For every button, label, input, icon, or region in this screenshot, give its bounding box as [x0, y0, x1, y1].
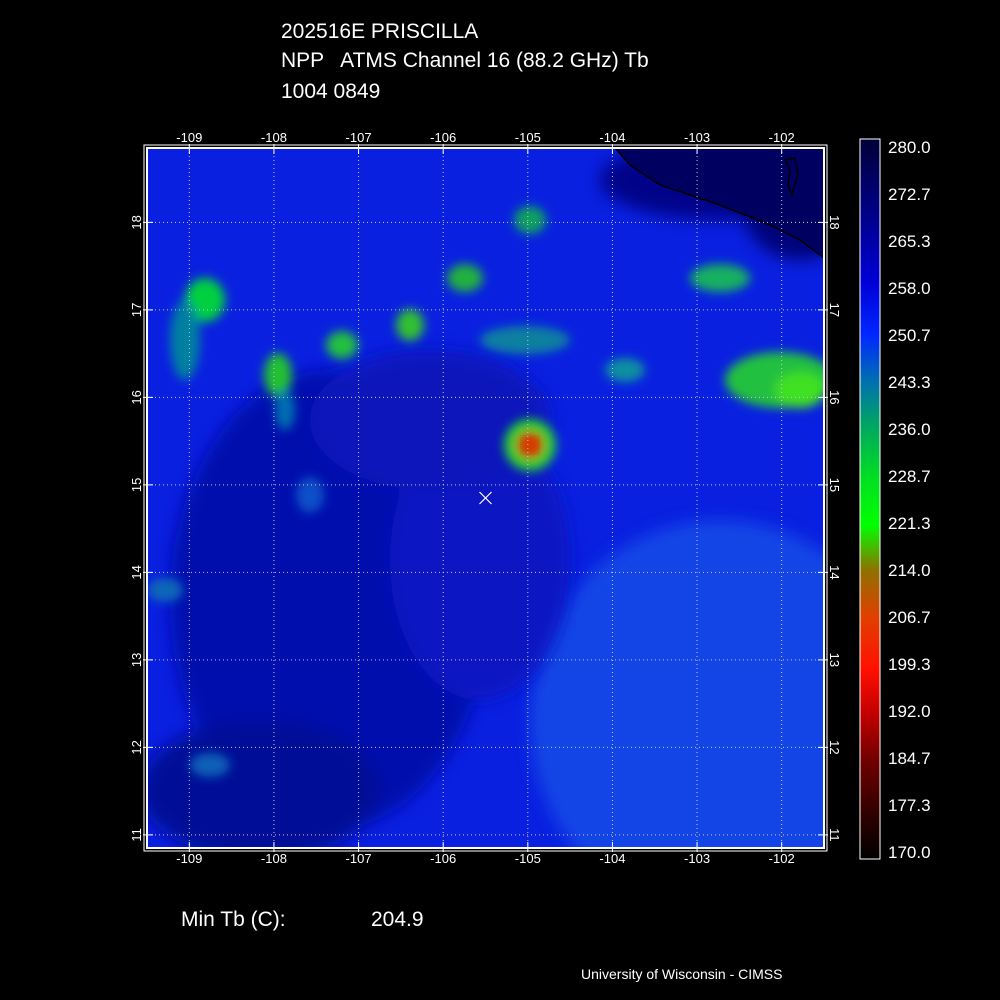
colorbar-label: 184.7	[888, 749, 931, 768]
lat-tick-label: 12	[827, 740, 842, 754]
lon-tick-label: -104	[599, 130, 625, 145]
lon-tick-label: -108	[261, 130, 287, 145]
lat-tick-label: 15	[827, 478, 842, 492]
lat-tick-label: 18	[827, 215, 842, 229]
min-tb-value: 204.9	[371, 908, 424, 931]
lon-tick-label: -109	[176, 851, 202, 866]
lat-tick-label: 15	[129, 478, 144, 492]
lat-tick-label: 13	[827, 653, 842, 667]
lat-tick-label: 17	[129, 303, 144, 317]
colorbar-label: 199.3	[888, 655, 931, 674]
lon-tick-label: -105	[515, 851, 541, 866]
colorbar-label: 221.3	[888, 514, 931, 533]
lon-tick-label: -104	[599, 851, 625, 866]
graticule	[143, 144, 828, 852]
lon-tick-label: -107	[346, 851, 372, 866]
tb-field	[147, 148, 824, 848]
storm-title: 202516E PRISCILLA	[281, 20, 479, 43]
lon-tick-label: -103	[684, 851, 710, 866]
lon-tick-label: -107	[346, 130, 372, 145]
lon-ticks-top: -109 -108 -107 -106 -105 -104 -103 -102	[176, 130, 794, 145]
lon-tick-label: -103	[684, 130, 710, 145]
colorbar-label: 214.0	[888, 561, 931, 580]
colorbar-label: 236.0	[888, 420, 931, 439]
datetime-title: 1004 0849	[281, 80, 381, 103]
colorbar-label: 177.3	[888, 796, 931, 815]
min-tb-label: Min Tb (C):	[181, 908, 286, 931]
lon-tick-label: -108	[261, 851, 287, 866]
colorbar-label: 206.7	[888, 608, 931, 627]
lon-tick-label: -105	[515, 130, 541, 145]
lon-tick-label: -109	[176, 130, 202, 145]
lon-tick-label: -106	[430, 851, 456, 866]
lon-tick-label: -106	[430, 130, 456, 145]
lat-tick-label: 11	[827, 828, 842, 842]
colorbar-label: 192.0	[888, 702, 931, 721]
colorbar-label: 228.7	[888, 467, 931, 486]
lat-ticks-left: 18 17 16 15 14 13 12 11	[129, 215, 144, 841]
map-frame	[146, 147, 825, 849]
coastline	[614, 148, 824, 259]
colorbar-label: 258.0	[888, 279, 931, 298]
colorbar-label: 272.7	[888, 185, 931, 204]
lat-tick-label: 12	[129, 740, 144, 754]
lat-tick-label: 16	[827, 390, 842, 404]
colorbar-label: 243.3	[888, 373, 931, 392]
colorbar-label: 170.0	[888, 843, 931, 862]
lat-tick-label: 11	[129, 828, 144, 842]
center-marker-x	[479, 491, 492, 505]
lat-tick-label: 16	[129, 390, 144, 404]
lat-tick-label: 18	[129, 215, 144, 229]
lat-tick-label: 17	[827, 303, 842, 317]
colorbar-label: 250.7	[888, 326, 931, 345]
lat-tick-label: 14	[129, 565, 144, 579]
colorbar-label: 265.3	[888, 232, 931, 251]
lat-tick-label: 13	[129, 653, 144, 667]
lat-tick-label: 14	[827, 565, 842, 579]
lon-ticks-bottom: -109 -108 -107 -106 -105 -104 -103 -102	[176, 851, 794, 866]
colorbar-label: 280.0	[888, 138, 931, 157]
colorbar	[860, 139, 880, 859]
sensor-title: NPP ATMS Channel 16 (88.2 GHz) Tb	[281, 49, 649, 72]
credit-text: University of Wisconsin - CIMSS	[581, 966, 783, 982]
lon-tick-label: -102	[769, 130, 795, 145]
lon-tick-label: -102	[769, 851, 795, 866]
lat-ticks-right: 18 17 16 15 14 13 12 11	[827, 215, 842, 841]
